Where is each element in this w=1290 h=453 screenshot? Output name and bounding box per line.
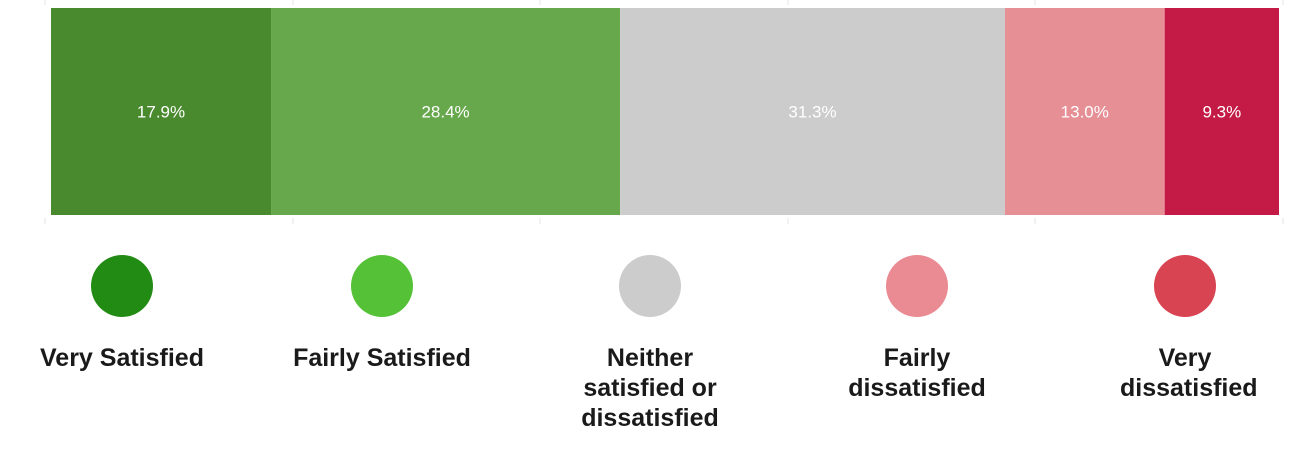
legend-swatch-very-satisfied <box>91 255 153 317</box>
data-label-fairly-satisfied: 28.4% <box>421 103 469 122</box>
legend-label-very-satisfied: Very Satisfied <box>40 344 204 372</box>
data-label-very-satisfied: 17.9% <box>137 103 185 122</box>
legend-item-fairly-dissatisfied: Fairly dissatisfied <box>807 255 1027 403</box>
data-label-very-dissatisfied: 9.3% <box>1202 103 1241 122</box>
legend-swatch-neither <box>619 255 681 317</box>
data-label-fairly-dissatisfied: 13.0% <box>1061 103 1109 122</box>
legend-swatch-very-dissatisfied <box>1154 255 1216 317</box>
legend-item-fairly-satisfied: Fairly Satisfied <box>272 255 492 373</box>
legend-label-fairly-dissatisfied: Fairly dissatisfied <box>848 344 986 402</box>
bar-segment-fairly-dissatisfied <box>1004 8 1165 215</box>
legend-item-very-satisfied: Very Satisfied <box>12 255 232 373</box>
legend-swatch-fairly-satisfied <box>351 255 413 317</box>
legend-label-neither: Neither satisfied or dissatisfied <box>581 344 719 432</box>
legend-label-very-dissatisfied: Very dissatisfied <box>1120 344 1258 402</box>
bar-segment-very-dissatisfied <box>1164 8 1279 215</box>
legend: Very Satisfied Fairly Satisfied Neither … <box>0 255 1290 453</box>
bar-segment-fairly-satisfied <box>271 8 621 215</box>
chart-gridlines <box>44 0 1284 224</box>
stacked-bar-chart: 17.9% 28.4% 31.3% 13.0% 9.3% <box>44 0 1284 224</box>
bar-segment-very-satisfied <box>51 8 272 215</box>
bar-segments <box>51 8 1279 215</box>
legend-item-very-dissatisfied: Very dissatisfied <box>1075 255 1290 403</box>
bar-segment-neither-satisfied-or-dissatisfied <box>620 8 1005 215</box>
data-label-neither-satisfied-or-dissatisfied: 31.3% <box>788 103 836 122</box>
segment-labels: 17.9% 28.4% 31.3% 13.0% 9.3% <box>137 103 1241 122</box>
legend-item-neither: Neither satisfied or dissatisfied <box>540 255 760 433</box>
legend-label-fairly-satisfied: Fairly Satisfied <box>293 344 471 372</box>
legend-swatch-fairly-dissatisfied <box>886 255 948 317</box>
